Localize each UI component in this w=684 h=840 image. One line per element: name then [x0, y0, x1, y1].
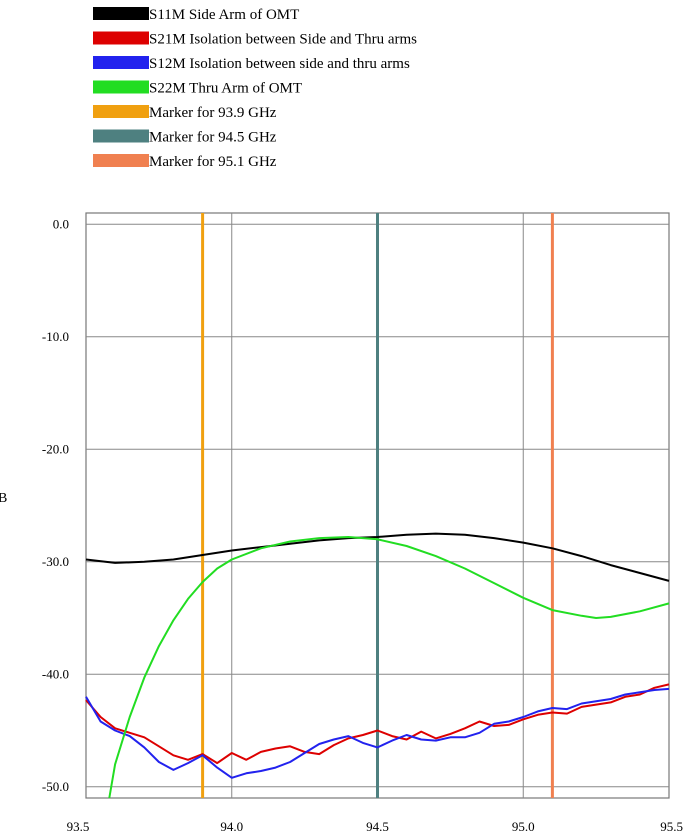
- legend-swatch: [93, 31, 149, 45]
- legend-swatch: [93, 56, 149, 69]
- legend-swatch: [93, 80, 149, 94]
- legend-swatch: [93, 129, 149, 143]
- series-line: [108, 536, 670, 799]
- legend-label: S22M Thru Arm of OMT: [149, 81, 302, 97]
- x-tick-label: 95.5: [660, 819, 683, 834]
- legend: S11M Side Arm of OMT S21M Isolation betwe…: [93, 7, 417, 170]
- legend-label: S11M Side Arm of OMT: [149, 7, 299, 23]
- x-tick-label: 93.5: [67, 819, 90, 834]
- marker-lines: [201, 213, 554, 798]
- y-tick-label: -10.0: [42, 329, 69, 344]
- x-tick-label: 94.5: [366, 819, 389, 834]
- legend-swatch: [93, 7, 149, 20]
- legend-label: S12M Isolation between side and thru arm…: [149, 56, 410, 72]
- series-line: [85, 532, 670, 582]
- y-tick-label: -20.0: [42, 441, 69, 456]
- y-tick-label: -50.0: [42, 779, 69, 794]
- legend-label: Marker for 94.5 GHz: [149, 130, 277, 146]
- legend-label: Marker for 95.1 GHz: [149, 154, 277, 170]
- legend-label: S21M Isolation between Side and Thru arm…: [149, 32, 417, 48]
- y-tick-label: -40.0: [42, 666, 69, 681]
- y-tick-label: -30.0: [42, 554, 69, 569]
- x-tick-label: 94.0: [220, 819, 243, 834]
- x-axis-ticks: 93.5 94.0 94.5 95.0 95.5: [67, 819, 683, 834]
- x-tick-label: 95.0: [512, 819, 535, 834]
- series-lines: [85, 532, 670, 799]
- y-axis-ticks: 0.0 -10.0 -20.0 -30.0 -40.0 -50.0: [42, 216, 69, 794]
- series-line: [85, 683, 670, 765]
- plot-area: [85, 212, 670, 799]
- y-axis-label: dB: [0, 491, 7, 506]
- legend-swatch: [93, 105, 149, 118]
- legend-swatch: [93, 154, 149, 167]
- series-line: [85, 687, 670, 779]
- y-tick-label: 0.0: [53, 216, 69, 231]
- legend-label: Marker for 93.9 GHz: [149, 105, 277, 121]
